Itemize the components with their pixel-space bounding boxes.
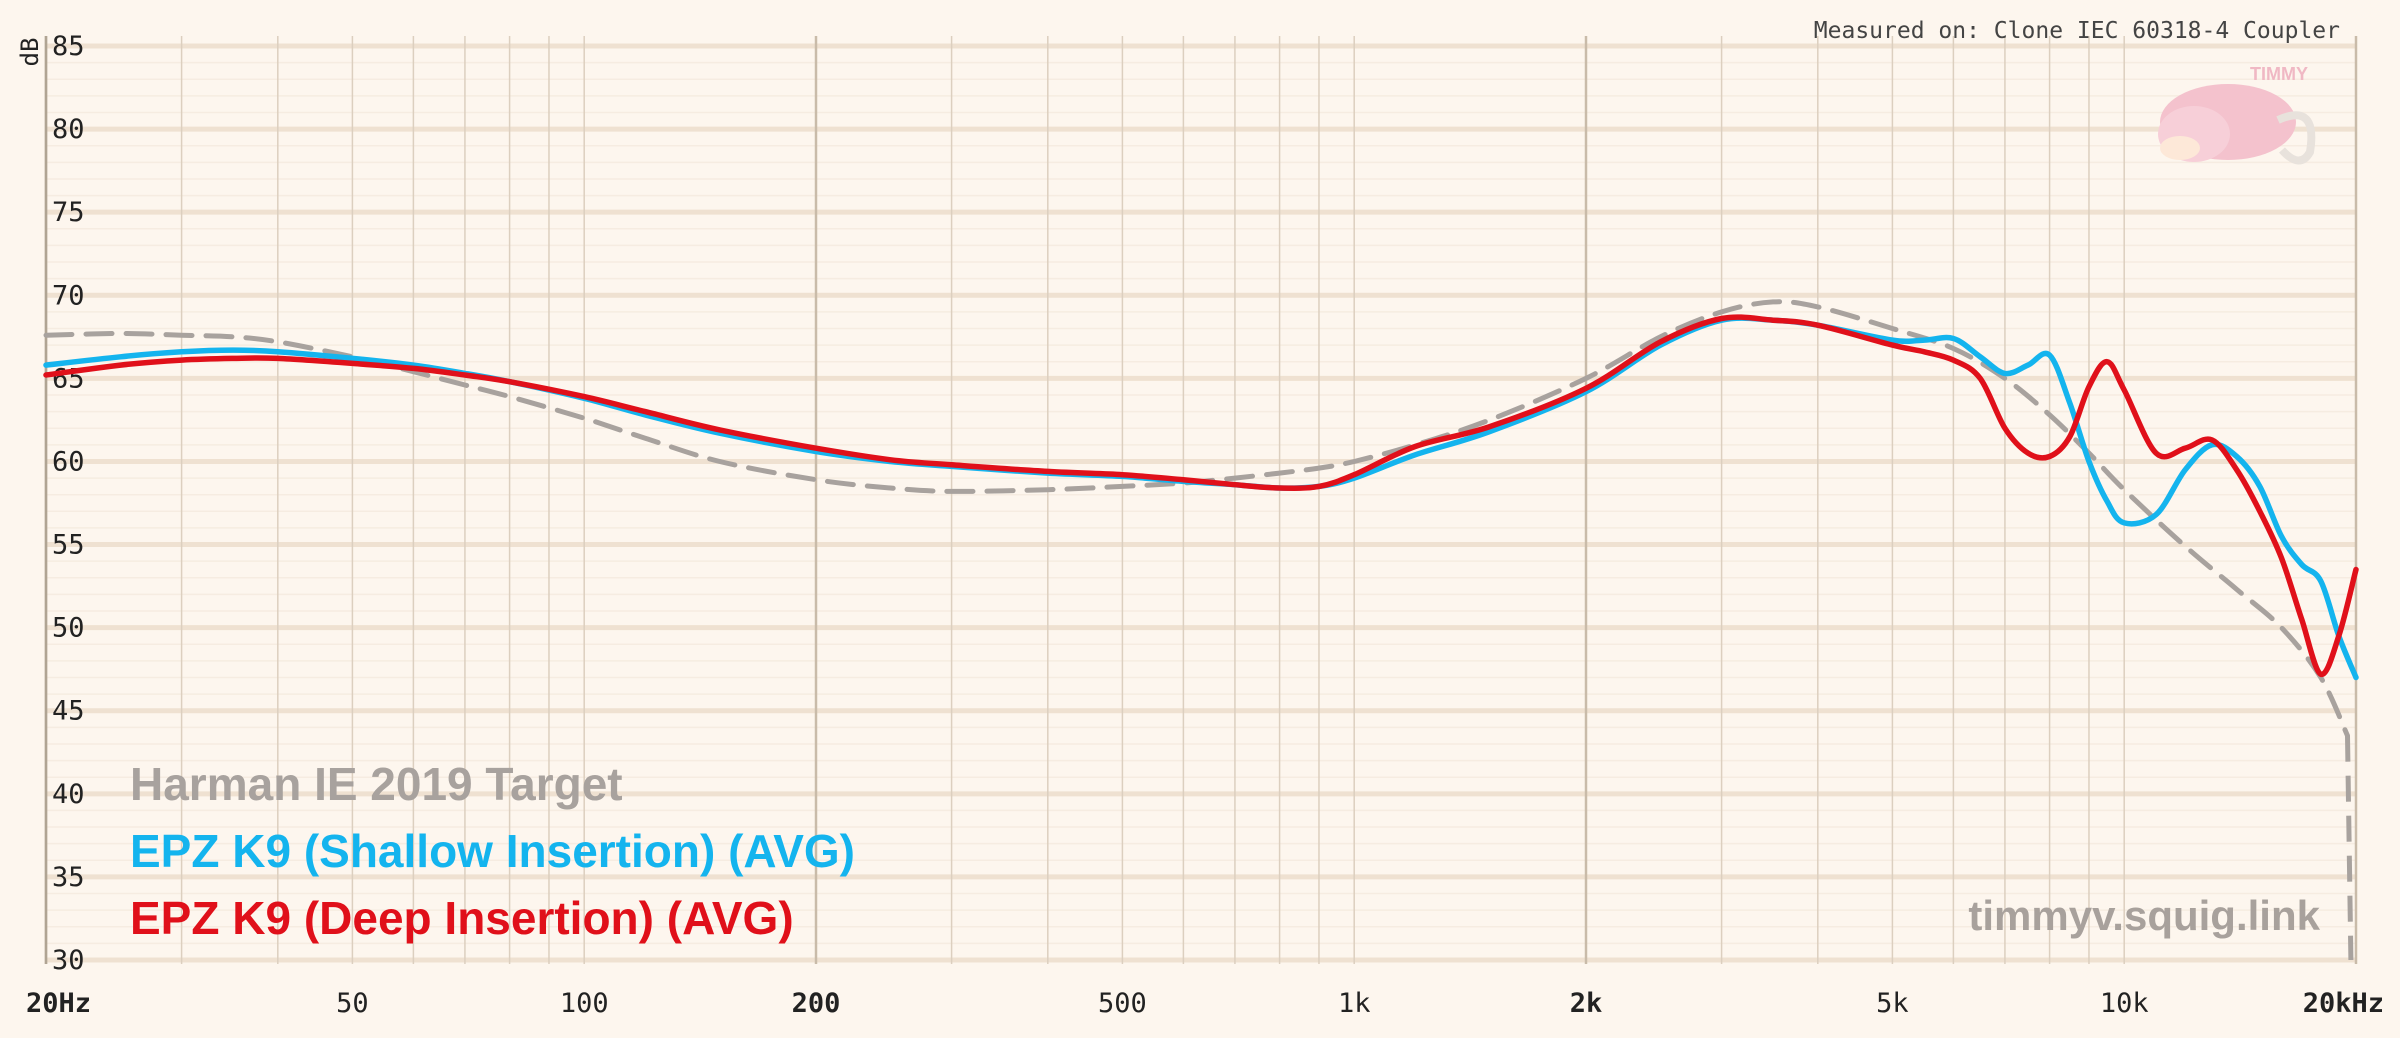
x-tick-label: 10k: [2100, 988, 2149, 1019]
series-layer: [43, 299, 2359, 961]
y-tick-label: 40: [52, 779, 85, 810]
grid: [44, 36, 2358, 964]
y-tick-label: 75: [52, 197, 85, 228]
legend-entry-harman-target: Harman IE 2019 Target: [130, 758, 623, 810]
x-tick-label: 5k: [1876, 988, 1909, 1019]
y-tick-label: 70: [52, 280, 85, 311]
legend-entry-shallow-insertion: EPZ K9 (Shallow Insertion) (AVG): [130, 825, 855, 877]
y-tick-label: 45: [52, 696, 85, 727]
y-tick-label: 60: [52, 446, 85, 477]
x-tick-label: 500: [1098, 988, 1147, 1019]
measured-on-note: Measured on: Clone IEC 60318-4 Coupler: [1814, 18, 2340, 44]
logo-snout: [2160, 136, 2200, 160]
y-tick-label: 80: [52, 114, 85, 145]
y-tick-label: 35: [52, 862, 85, 893]
y-tick-label: 85: [52, 31, 85, 62]
y-axis-label: dB: [16, 38, 44, 67]
legend: Harman IE 2019 Target EPZ K9 (Shallow In…: [130, 758, 855, 944]
x-tick-label: 20Hz: [26, 988, 91, 1019]
legend-entry-deep-insertion: EPZ K9 (Deep Insertion) (AVG): [130, 892, 794, 944]
series-line-0: [43, 299, 2350, 739]
x-tick-label: 2k: [1570, 988, 1603, 1019]
y-tick-label: 30: [52, 945, 85, 976]
y-tick-label: 50: [52, 613, 85, 644]
series-line-2: [43, 314, 2359, 677]
x-tick-label: 100: [560, 988, 609, 1019]
x-tick-label: 20kHz: [2303, 988, 2384, 1019]
logo-tail: [2276, 111, 2316, 165]
x-tick-label: 50: [336, 988, 369, 1019]
watermark-url: timmyv.squig.link: [1968, 892, 2320, 939]
x-axis: 20Hz 50 100 200 500 1k 2k 5k 10k 20kHz: [26, 988, 2384, 1019]
y-tick-label: 55: [52, 530, 85, 561]
logo-text: TIMMY: [2250, 64, 2308, 84]
logo: TIMMY: [2158, 64, 2316, 165]
x-tick-label: 1k: [1338, 988, 1371, 1019]
x-tick-label: 200: [792, 988, 841, 1019]
